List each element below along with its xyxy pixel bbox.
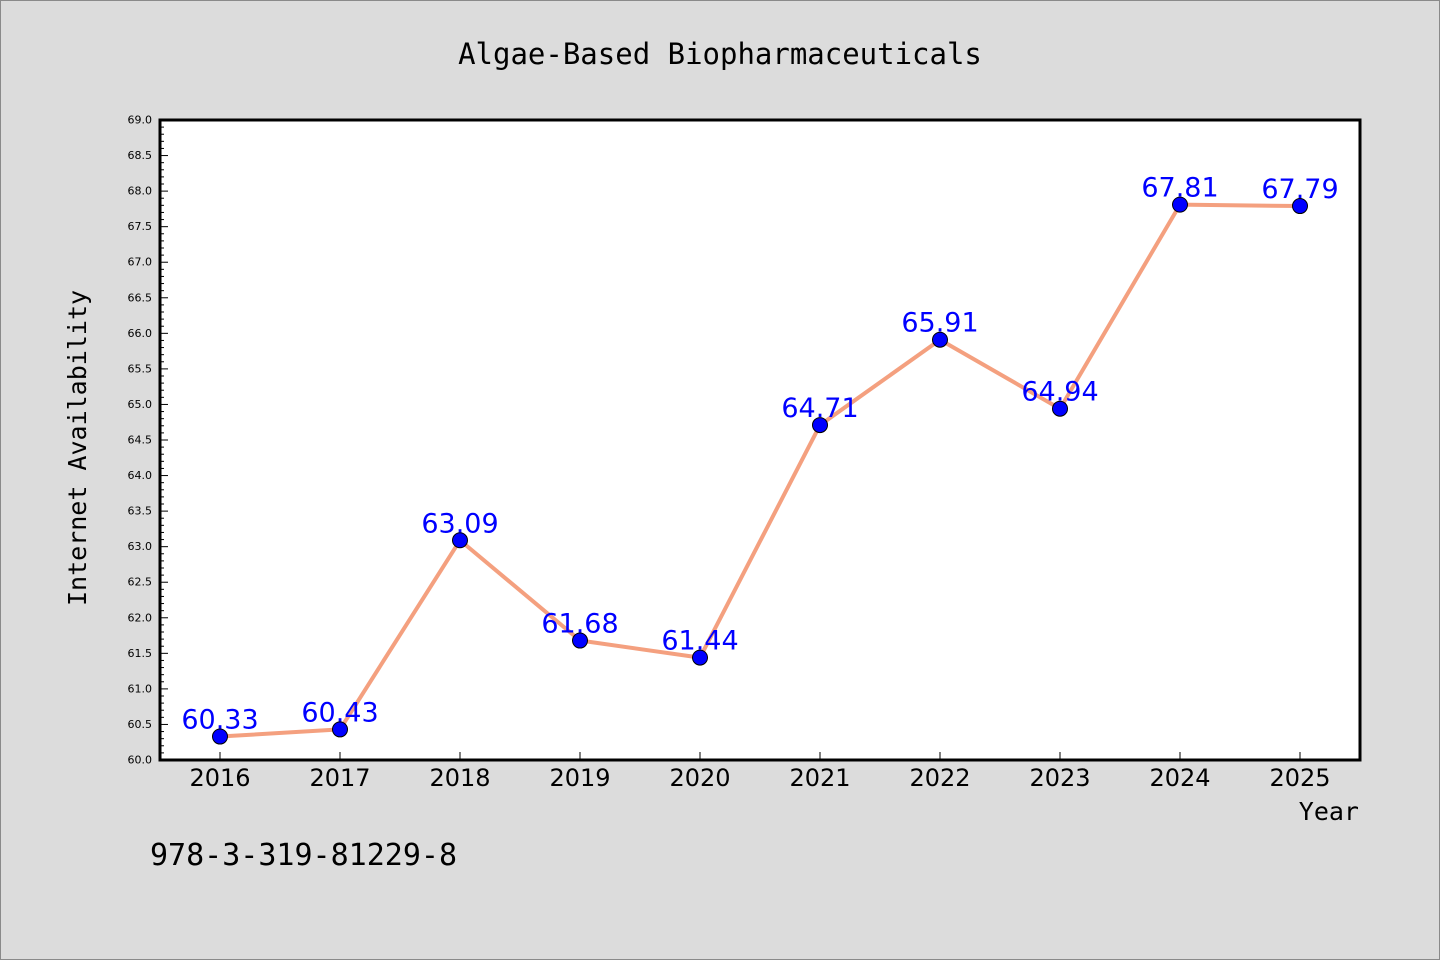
data-label: 67.79 — [1261, 174, 1338, 205]
y-tick-label: 60.0 — [128, 754, 153, 767]
y-tick-label: 64.0 — [128, 469, 153, 482]
data-point — [212, 728, 228, 745]
y-tick-label: 67.5 — [128, 220, 153, 233]
y-tick-label: 68.0 — [128, 185, 153, 198]
y-tick-label: 68.5 — [128, 149, 153, 162]
data-point — [332, 721, 348, 738]
x-tick-label: 2016 — [189, 764, 250, 792]
y-tick-label: 63.0 — [128, 540, 153, 553]
y-tick-label: 65.5 — [128, 362, 153, 375]
x-axis-ticks: 2016 2017 2018 2019 2020 2021 2022 2023 2024 2025 — [189, 752, 1331, 792]
data-label: 60.33 — [181, 705, 258, 736]
data-label: 61.44 — [661, 626, 738, 657]
data-labels: 60.33 60.43 63.09 61.68 61.44 64.71 65.91 64.94… — [181, 173, 1338, 736]
data-label: 65.91 — [901, 308, 978, 339]
data-label: 64.71 — [781, 393, 858, 424]
y-tick-label: 62.0 — [128, 611, 153, 624]
data-point — [1052, 400, 1068, 417]
data-point — [932, 331, 948, 348]
x-tick-label: 2022 — [909, 764, 970, 792]
y-tick-label: 66.0 — [128, 327, 153, 340]
data-point — [1292, 198, 1308, 215]
data-point — [572, 632, 588, 649]
series-markers — [212, 196, 1308, 745]
x-tick-label: 2021 — [789, 764, 850, 792]
chart-title: Algae-Based Biopharmaceuticals — [458, 37, 982, 71]
data-point — [692, 649, 708, 666]
x-tick-label: 2017 — [309, 764, 370, 792]
y-axis-ticks: 60.0 60.5 61.0 61.5 62.0 62.5 63.0 63.5 64.0 64.5… — [128, 114, 168, 767]
data-point — [812, 417, 828, 434]
x-tick-label: 2023 — [1029, 764, 1090, 792]
y-tick-label: 69.0 — [128, 114, 153, 127]
y-tick-label: 60.5 — [128, 718, 153, 731]
x-axis-label: Year — [1299, 797, 1359, 826]
y-tick-label: 67.0 — [128, 256, 153, 269]
data-label: 60.43 — [301, 697, 378, 728]
plot-area — [158, 118, 1362, 762]
data-point — [452, 532, 468, 549]
y-axis-label: Internet Availability — [63, 290, 92, 606]
data-label: 64.94 — [1021, 377, 1098, 408]
data-label: 67.81 — [1141, 173, 1218, 204]
isbn-text: 978-3-319-81229-8 — [150, 838, 457, 873]
x-tick-label: 2025 — [1269, 764, 1330, 792]
y-tick-label: 65.0 — [128, 398, 153, 411]
x-tick-label: 2018 — [429, 764, 490, 792]
x-tick-label: 2024 — [1149, 764, 1210, 792]
x-tick-label: 2020 — [669, 764, 730, 792]
data-point — [1172, 196, 1188, 213]
data-label: 61.68 — [541, 609, 618, 640]
data-label: 63.09 — [421, 508, 498, 539]
series-line-path — [219, 202, 1301, 739]
y-tick-label: 61.0 — [128, 682, 153, 695]
y-tick-label: 63.5 — [128, 505, 153, 518]
y-tick-label: 64.5 — [128, 434, 153, 447]
x-tick-label: 2019 — [549, 764, 610, 792]
series-line — [219, 202, 1301, 739]
y-tick-label: 61.5 — [128, 647, 153, 660]
y-tick-label: 62.5 — [128, 576, 153, 589]
y-tick-label: 66.5 — [128, 291, 153, 304]
